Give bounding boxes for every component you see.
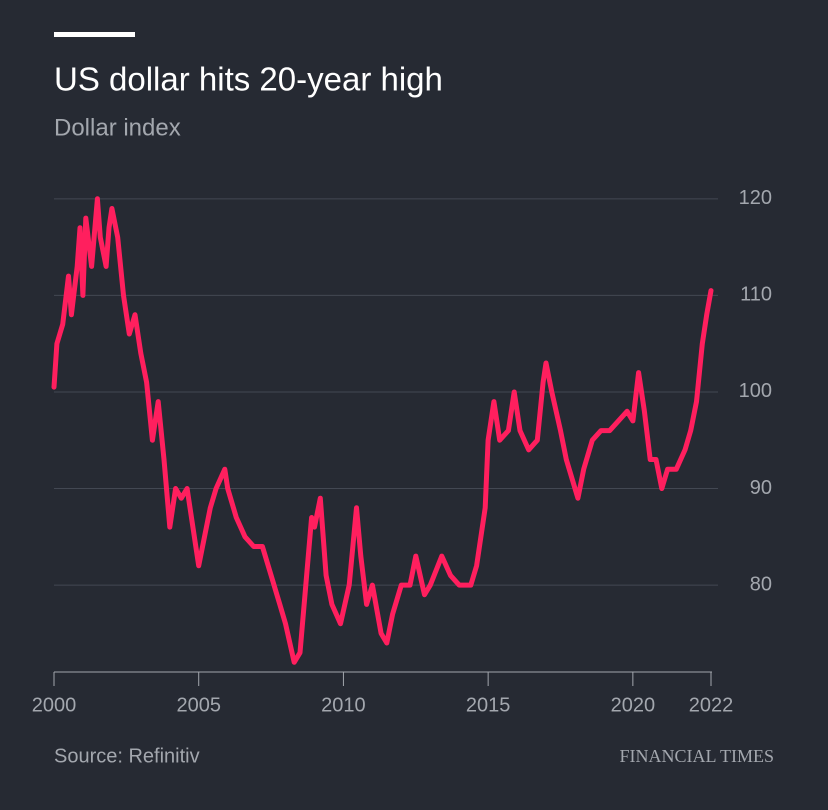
y-tick-label: 110 (740, 284, 772, 306)
brand: FINANCIAL TIMES (619, 746, 774, 766)
chart-subtitle: Dollar index (54, 114, 181, 141)
x-tick-label: 2015 (466, 694, 511, 716)
y-tick-label: 100 (739, 380, 772, 402)
line (51, 196, 714, 665)
x-tick-label: 2010 (321, 694, 366, 716)
source: Source: Refinitiv (54, 745, 200, 767)
y-tick-label: 120 (739, 187, 772, 209)
x-tick-label: 2020 (611, 694, 656, 716)
y-tick-label: 90 (750, 477, 772, 499)
x-tick-label: 2022 (689, 694, 734, 716)
chart-title: US dollar hits 20-year high (54, 61, 443, 98)
y-tick-label: 80 (750, 573, 772, 595)
header-bar (54, 32, 135, 37)
x-tick-label: 2005 (176, 694, 221, 716)
x-tick-label: 2000 (32, 694, 77, 716)
